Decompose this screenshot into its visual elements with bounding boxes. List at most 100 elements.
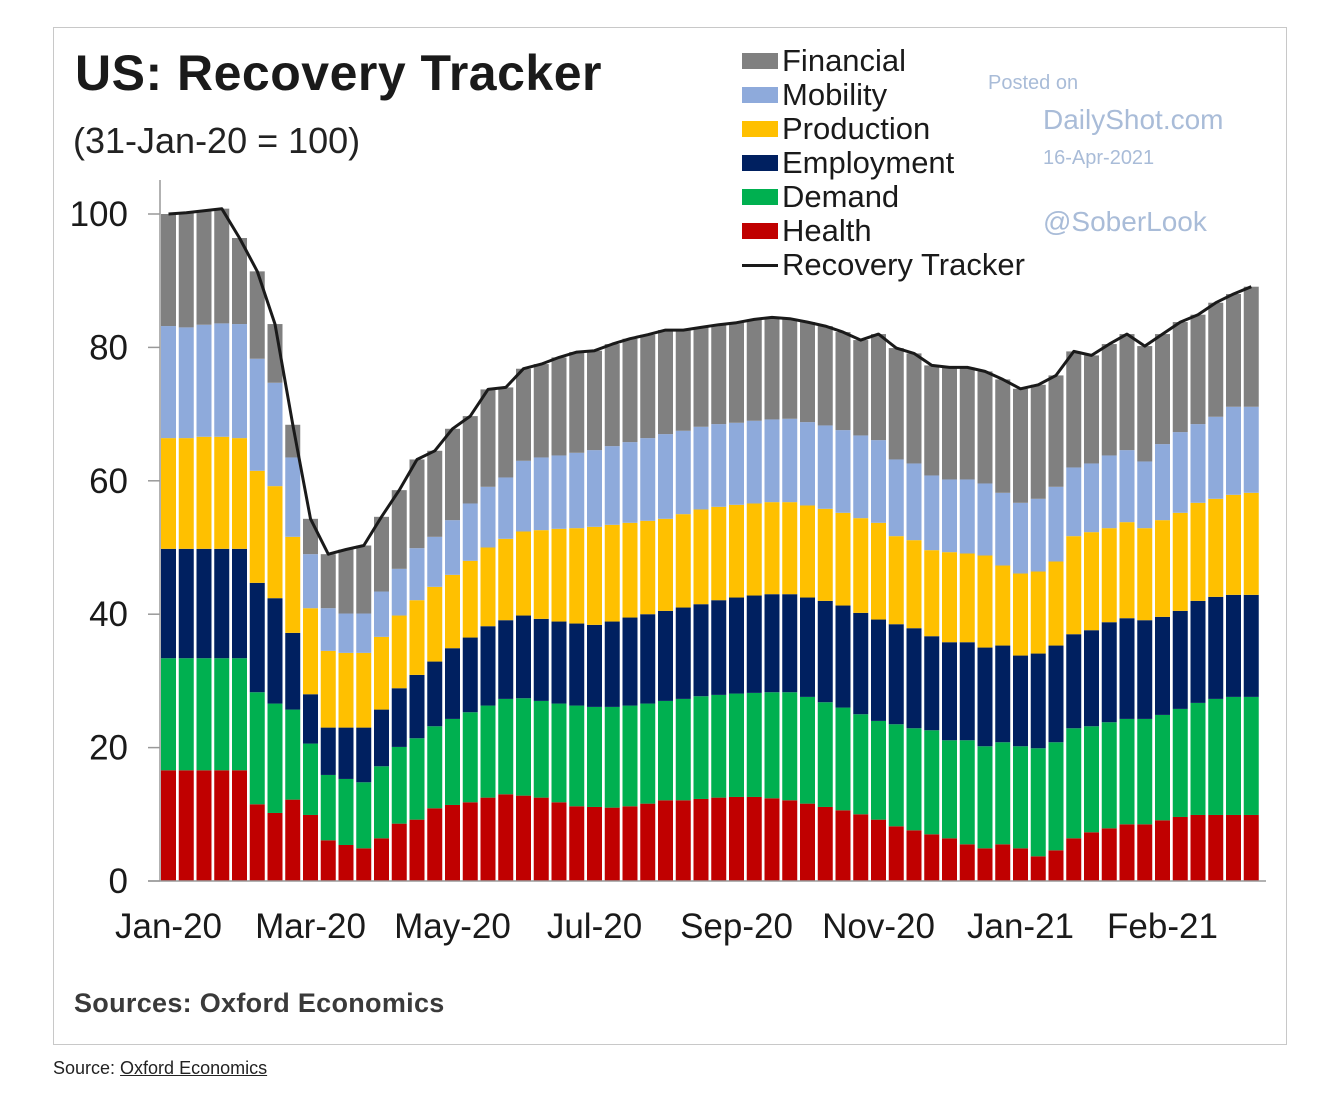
bar-employment: [445, 648, 460, 719]
bar-production: [1208, 498, 1224, 597]
bar-employment: [1119, 618, 1135, 719]
bar-production: [871, 522, 886, 620]
bar-employment: [462, 637, 478, 713]
bar-production: [462, 560, 478, 638]
bar-employment: [1172, 610, 1188, 709]
bar-financial: [551, 357, 567, 456]
bar-health: [888, 826, 904, 881]
bar-demand: [853, 714, 869, 815]
bar-production: [1084, 532, 1099, 631]
bar-financial: [516, 368, 531, 461]
bar-employment: [1030, 653, 1046, 749]
bar-demand: [746, 692, 762, 797]
bar-health: [285, 799, 301, 881]
bar-production: [782, 502, 798, 595]
bar-mobility: [1101, 455, 1117, 529]
bar-employment: [977, 647, 993, 747]
bar-health: [729, 796, 744, 881]
bar-financial: [1190, 314, 1206, 425]
bar-employment: [1048, 645, 1064, 743]
bar-mobility: [800, 422, 815, 506]
bar-employment: [533, 618, 549, 701]
chart-subtitle: (31-Jan-20 = 100): [73, 120, 361, 161]
legend-label: Mobility: [782, 77, 888, 112]
bar-financial: [1066, 351, 1082, 468]
bar-employment: [285, 632, 301, 710]
bar-employment: [498, 620, 514, 699]
bar-financial: [959, 367, 975, 480]
bar-demand: [533, 700, 549, 798]
bar-health: [800, 803, 815, 881]
bar-health: [1119, 824, 1135, 881]
bar-health: [995, 844, 1011, 881]
bar-health: [1137, 824, 1153, 881]
bar-mobility: [356, 613, 372, 653]
bar-demand: [498, 698, 514, 795]
bar-production: [1119, 522, 1135, 619]
bar-production: [977, 555, 993, 648]
bar-financial: [640, 334, 656, 439]
bar-health: [977, 848, 993, 881]
bar-employment: [178, 548, 194, 659]
bar-demand: [249, 692, 265, 805]
bar-financial: [782, 318, 798, 419]
bar-employment: [658, 610, 673, 701]
bar-health: [498, 794, 514, 881]
bar-health: [693, 798, 709, 881]
bar-mobility: [924, 475, 940, 551]
bar-mobility: [995, 492, 1011, 566]
legend-item-employment: Employment: [742, 145, 1025, 180]
bar-mobility: [977, 483, 993, 556]
bar-employment: [1101, 622, 1117, 723]
bar-financial: [693, 327, 709, 427]
bar-mobility: [942, 479, 957, 553]
bar-health: [871, 819, 886, 881]
bar-employment: [995, 645, 1011, 743]
bar-production: [622, 522, 638, 618]
bar-financial: [764, 317, 780, 420]
bar-mobility: [764, 419, 780, 503]
bar-financial: [374, 516, 389, 592]
bar-financial: [1119, 334, 1135, 451]
bar-financial: [995, 379, 1011, 493]
bar-production: [924, 550, 940, 637]
bar-production: [391, 615, 407, 689]
watermark-date: 16-Apr-2021: [1043, 147, 1155, 169]
bar-mobility: [391, 568, 407, 616]
bar-production: [1137, 528, 1153, 621]
bar-employment: [871, 619, 886, 721]
bar-health: [232, 770, 247, 881]
bar-production: [906, 540, 922, 629]
bar-financial: [445, 428, 460, 521]
bar-health: [746, 796, 762, 881]
bar-health: [178, 770, 194, 881]
bar-demand: [232, 658, 247, 771]
bar-mobility: [232, 324, 247, 439]
source-link[interactable]: Oxford Economics: [120, 1058, 268, 1078]
bar-financial: [675, 330, 691, 431]
bar-mobility: [551, 455, 567, 529]
bar-health: [409, 819, 425, 881]
bar-demand: [604, 706, 620, 808]
bar-production: [1190, 502, 1206, 601]
bar-demand: [675, 698, 691, 801]
bar-financial: [1048, 375, 1064, 487]
bar-employment: [924, 636, 940, 731]
bar-financial: [1101, 344, 1117, 456]
bar-mobility: [214, 323, 230, 437]
bar-health: [249, 804, 265, 881]
x-tick-label: Feb-21: [1107, 907, 1218, 946]
bar-mobility: [835, 430, 851, 513]
bar-employment: [853, 612, 869, 715]
bar-financial: [817, 326, 833, 426]
bar-mobility: [604, 446, 620, 525]
bar-employment: [1013, 655, 1028, 747]
bar-production: [1155, 520, 1170, 617]
bar-mobility: [853, 435, 869, 519]
bar-mobility: [888, 459, 904, 537]
bar-production: [356, 652, 372, 728]
y-tick-label: 60: [89, 462, 128, 501]
bar-mobility: [906, 463, 922, 541]
bar-demand: [569, 705, 585, 807]
